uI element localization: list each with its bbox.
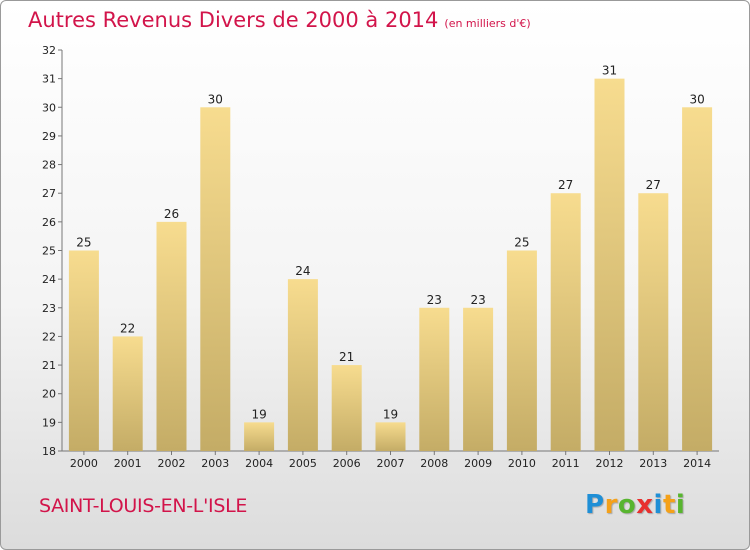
bar-value-label: 31 <box>602 64 617 78</box>
y-tick-label: 18 <box>42 445 56 458</box>
bar-value-label: 22 <box>120 321 135 335</box>
bar <box>463 307 494 451</box>
bar-value-label: 30 <box>689 92 704 106</box>
bar-value-label: 27 <box>558 178 573 192</box>
x-tick-label: 2006 <box>333 457 361 470</box>
bars-group <box>68 78 713 452</box>
logo-letter: x <box>636 490 654 520</box>
x-tick-label: 2007 <box>377 457 405 470</box>
bar <box>287 279 318 451</box>
bar-value-label: 26 <box>164 207 179 221</box>
title-block: Autres Revenus Divers de 2000 à 2014 (en … <box>28 8 531 32</box>
x-tick-label: 2014 <box>683 457 711 470</box>
y-tick-label: 22 <box>42 330 56 343</box>
x-tick-label: 2012 <box>596 457 624 470</box>
x-tick-label: 2002 <box>158 457 186 470</box>
x-tick-label: 2008 <box>420 457 448 470</box>
y-tick-label: 27 <box>42 187 56 200</box>
logo-letter: P <box>585 490 605 520</box>
y-tick-label: 21 <box>42 359 56 372</box>
y-tick-label: 29 <box>42 130 56 143</box>
town-name: SAINT-LOUIS-EN-L'ISLE <box>39 495 248 517</box>
logo-letter: r <box>604 490 618 520</box>
x-tick-label: 2011 <box>552 457 580 470</box>
bar-value-label: 19 <box>383 407 398 421</box>
logo-letter: i <box>675 490 686 520</box>
x-tick-label: 2013 <box>639 457 667 470</box>
labels-group: 25 22 26 30 19 24 21 19 23 23 25 27 31 27 30 <box>76 64 704 422</box>
bar <box>638 193 669 451</box>
logo-letter: o <box>617 490 637 520</box>
bar <box>244 422 275 451</box>
bar <box>594 78 625 452</box>
y-tick-label: 31 <box>42 73 56 86</box>
bar-value-label: 25 <box>514 236 529 250</box>
x-tick-label: 2000 <box>70 457 98 470</box>
bar-value-label: 23 <box>470 293 485 307</box>
y-tick-label: 26 <box>42 216 56 229</box>
bar-value-label: 19 <box>251 407 266 421</box>
x-tick-label: 2009 <box>464 457 492 470</box>
y-tick-label: 30 <box>42 101 56 114</box>
x-tick-label: 2010 <box>508 457 536 470</box>
bar <box>200 107 231 452</box>
axes: 18 19 20 21 22 23 24 25 26 27 28 29 30 31 32 2000 2001 20… <box>42 44 719 470</box>
y-tick-label: 23 <box>42 302 56 315</box>
bar-value-label: 24 <box>295 264 310 278</box>
y-tick-label: 19 <box>42 416 56 429</box>
proxiti-logo[interactable]: Proxiti <box>585 490 685 520</box>
bar <box>112 336 143 451</box>
bar-value-label: 30 <box>208 92 223 106</box>
bar-value-label: 21 <box>339 350 354 364</box>
chart-subtitle: (en milliers d'€) <box>444 17 531 30</box>
bar <box>375 422 406 451</box>
bar-value-label: 25 <box>76 236 91 250</box>
x-tick-label: 2005 <box>289 457 317 470</box>
bar-value-label: 23 <box>427 293 442 307</box>
y-tick-label: 25 <box>42 245 56 258</box>
y-tick-label: 20 <box>42 388 56 401</box>
chart-title: Autres Revenus Divers de 2000 à 2014 <box>28 8 439 32</box>
x-tick-label: 2004 <box>245 457 273 470</box>
bar <box>419 307 450 451</box>
logo-letter: i <box>653 490 663 520</box>
bar <box>68 250 99 451</box>
y-tick-label: 24 <box>42 273 56 286</box>
x-tick-label: 2003 <box>201 457 229 470</box>
bar <box>506 250 537 451</box>
bar <box>550 193 581 451</box>
x-tick-label: 2001 <box>114 457 142 470</box>
bar <box>156 221 187 451</box>
bar <box>682 107 713 452</box>
y-tick-label: 32 <box>42 44 56 57</box>
bar-value-label: 27 <box>646 178 661 192</box>
logo-letter: t <box>662 490 676 520</box>
y-tick-label: 28 <box>42 159 56 172</box>
bar <box>331 365 362 451</box>
